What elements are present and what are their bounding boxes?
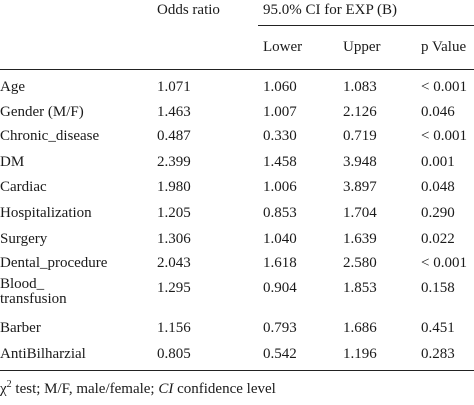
row-p-value: 0.290 [421,205,455,221]
row-p-value: < 0.001 [421,128,467,144]
header-p-value: p Value [421,39,467,55]
row-ci-lower: 0.542 [263,346,297,362]
row-odds-ratio: 1.980 [157,179,191,195]
table-header: Odds ratio 95.0% CI for EXP (B) [0,0,474,22]
row-odds-ratio: 2.043 [157,255,191,271]
row-ci-lower: 1.458 [263,154,297,170]
row-name: Gender (M/F) [0,104,84,120]
row-name: Hospitalization [0,205,92,221]
row-odds-ratio: 0.805 [157,346,191,362]
row-odds-ratio: 2.399 [157,154,191,170]
row-p-value: 0.048 [421,179,455,195]
ci-header-rule [258,25,474,26]
row-name: AntiBilharzial [0,346,86,362]
row-ci-lower: 1.618 [263,255,297,271]
header-ci: 95.0% CI for EXP (B) [263,2,398,18]
row-odds-ratio: 1.295 [157,280,191,296]
row-odds-ratio: 1.156 [157,320,191,336]
footnote-text-b: confidence level [173,381,276,397]
header-bottom-rule [0,69,474,70]
row-ci-upper: 2.126 [343,104,377,120]
row-odds-ratio: 0.487 [157,128,191,144]
footnote-chi-sup: 2 [6,379,12,390]
row-ci-upper: 1.639 [343,231,377,247]
footnote: χ2 test; M/F, male/female; CI confidence… [0,379,276,399]
row-ci-lower: 1.006 [263,179,297,195]
footnote-ci-abbr: CI [158,381,174,397]
row-ci-upper: 2.580 [343,255,377,271]
row-p-value: 0.158 [421,280,455,296]
row-ci-upper: 3.897 [343,179,377,195]
row-p-value: < 0.001 [421,79,467,95]
row-ci-lower: 1.060 [263,79,297,95]
row-odds-ratio: 1.306 [157,231,191,247]
row-ci-lower: 0.793 [263,320,297,336]
header-lower: Lower [263,39,303,55]
row-ci-lower: 0.853 [263,205,297,221]
row-p-value: 0.283 [421,346,455,362]
header-upper: Upper [343,39,381,55]
footnote-chi: χ [0,381,7,397]
row-p-value: < 0.001 [421,255,467,271]
row-p-value: 0.001 [421,154,455,170]
row-odds-ratio: 1.463 [157,104,191,120]
row-ci-upper: 1.083 [343,79,377,95]
header-odds-ratio: Odds ratio [157,2,220,18]
row-name: Dental_procedure [0,255,108,271]
row-ci-lower: 0.330 [263,128,297,144]
row-odds-ratio: 1.205 [157,205,191,221]
row-odds-ratio: 1.071 [157,79,191,95]
row-name: Blood_ transfusion [0,276,67,307]
footnote-text-a: test; M/F, male/female; [11,381,159,397]
row-ci-lower: 0.904 [263,280,297,296]
row-p-value: 0.451 [421,320,455,336]
row-name: Age [0,79,25,95]
row-p-value: 0.046 [421,104,455,120]
row-name: Chronic_disease [0,128,100,144]
row-ci-upper: 1.704 [343,205,377,221]
row-ci-lower: 1.007 [263,104,297,120]
table-bottom-rule [0,370,474,371]
row-p-value: 0.022 [421,231,455,247]
row-ci-lower: 1.040 [263,231,297,247]
row-ci-upper: 1.853 [343,280,377,296]
row-ci-upper: 0.719 [343,128,377,144]
row-name: Cardiac [0,179,47,195]
row-ci-upper: 1.196 [343,346,377,362]
row-ci-upper: 1.686 [343,320,377,336]
row-name: Barber [0,320,41,336]
row-name: DM [0,154,25,170]
row-name: Surgery [0,231,48,247]
row-ci-upper: 3.948 [343,154,377,170]
